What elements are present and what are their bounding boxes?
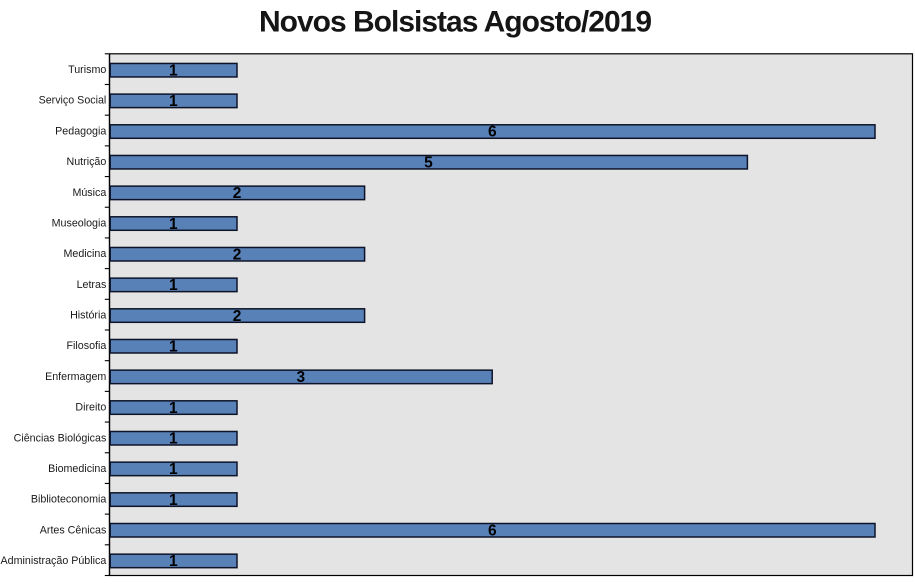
svg-text:Pedagogia: Pedagogia — [55, 125, 106, 137]
svg-text:1: 1 — [169, 338, 178, 355]
svg-text:1: 1 — [169, 553, 178, 570]
svg-text:1: 1 — [169, 93, 178, 110]
svg-text:Direito: Direito — [75, 402, 106, 414]
svg-text:Enfermagem: Enfermagem — [45, 371, 106, 383]
svg-text:História: História — [70, 310, 106, 322]
svg-text:1: 1 — [169, 461, 178, 478]
svg-text:1: 1 — [169, 277, 178, 294]
svg-text:Letras: Letras — [77, 279, 107, 291]
svg-text:3: 3 — [297, 369, 306, 386]
svg-text:2: 2 — [233, 308, 242, 325]
svg-text:Nutrição: Nutrição — [67, 156, 107, 168]
svg-text:Turismo: Turismo — [68, 64, 106, 76]
svg-text:1: 1 — [169, 62, 178, 79]
svg-text:5: 5 — [424, 154, 433, 171]
svg-text:Museologia: Museologia — [52, 217, 107, 229]
svg-text:2: 2 — [233, 246, 242, 263]
svg-text:1: 1 — [169, 492, 178, 509]
svg-text:1: 1 — [169, 430, 178, 447]
svg-text:Biblioteconomia: Biblioteconomia — [31, 494, 107, 506]
svg-text:Novos Bolsistas Agosto/2019: Novos Bolsistas Agosto/2019 — [259, 6, 651, 39]
svg-text:Artes Cênicas: Artes Cênicas — [40, 524, 107, 536]
svg-text:1: 1 — [169, 400, 178, 417]
svg-text:Medicina: Medicina — [64, 248, 107, 260]
svg-text:6: 6 — [488, 124, 497, 141]
svg-text:2: 2 — [233, 185, 242, 202]
svg-text:Administração Pública: Administração Pública — [1, 555, 107, 567]
svg-text:1: 1 — [169, 216, 178, 233]
svg-text:Filosofia: Filosofia — [67, 340, 107, 352]
svg-text:Serviço Social: Serviço Social — [39, 95, 107, 107]
svg-text:Ciências Biológicas: Ciências Biológicas — [14, 432, 107, 444]
svg-text:Biomedicina: Biomedicina — [48, 463, 106, 475]
svg-text:Música: Música — [72, 187, 106, 199]
svg-text:6: 6 — [488, 522, 497, 539]
